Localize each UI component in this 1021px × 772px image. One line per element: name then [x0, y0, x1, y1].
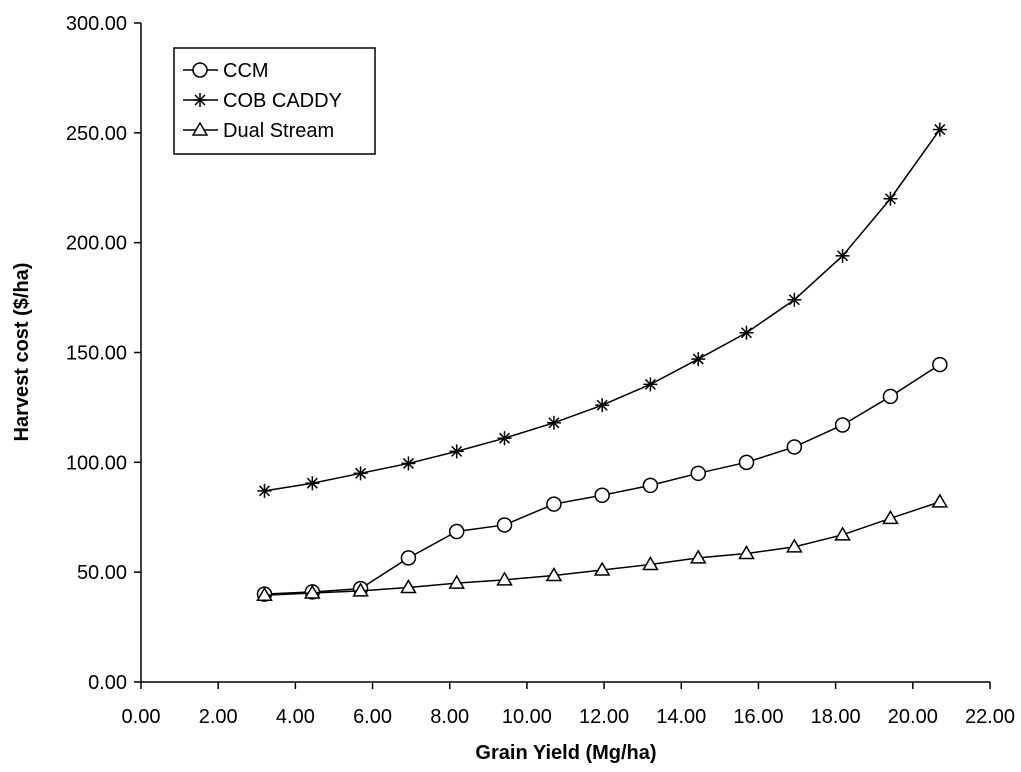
data-point: [546, 415, 561, 430]
data-point: [882, 509, 899, 525]
series-line: [264, 129, 941, 492]
x-ticks: 0.00 2.00 4.00 6.00 8.00 10.00 12.00 14.00 16.00…: [122, 682, 1015, 728]
x-tick-label: 12.00: [579, 706, 629, 728]
data-point: [304, 584, 321, 599]
data-point: [497, 431, 512, 446]
series-line: [264, 501, 941, 596]
series-layer: [256, 122, 949, 602]
x-tick-label: 18.00: [811, 706, 861, 728]
data-point: [400, 550, 417, 566]
data-point: [738, 545, 755, 560]
legend-marker: [191, 121, 209, 136]
data-point: [305, 476, 320, 491]
data-point: [882, 388, 899, 405]
legend-label: COB CADDY: [223, 90, 342, 112]
data-point: [787, 292, 802, 307]
legend: CCM COB CADDY Dual Stream: [173, 47, 376, 155]
series-1: [257, 122, 947, 498]
y-tick-label: 300.00: [66, 13, 127, 35]
legend-label: CCM: [223, 60, 269, 82]
x-tick-label: 2.00: [199, 706, 238, 728]
y-tick-label: 50.00: [77, 562, 127, 584]
x-tick-label: 0.00: [122, 706, 161, 728]
data-point: [546, 496, 562, 512]
y-axis-title: Harvest cost ($/ha): [11, 263, 33, 442]
legend-box: [173, 47, 376, 155]
data-point: [545, 566, 563, 582]
x-tick-label: 6.00: [353, 706, 392, 728]
x-tick-label: 22.00: [965, 706, 1015, 728]
data-point: [786, 538, 803, 553]
data-point: [643, 377, 658, 392]
data-point: [931, 493, 949, 508]
data-point: [496, 571, 513, 586]
data-point: [352, 582, 369, 597]
data-point: [353, 466, 368, 481]
legend-label: Dual Stream: [223, 120, 334, 142]
data-point: [595, 398, 610, 413]
x-tick-label: 16.00: [733, 706, 783, 728]
data-point: [400, 579, 417, 594]
data-point: [835, 248, 850, 263]
series-0: [256, 356, 948, 602]
data-point: [932, 356, 948, 373]
data-point: [642, 555, 659, 571]
data-point: [256, 586, 273, 601]
y-tick-label: 150.00: [66, 343, 127, 365]
data-point: [690, 465, 707, 482]
data-point: [448, 574, 465, 589]
data-point: [594, 487, 610, 504]
data-point: [883, 191, 898, 206]
y-tick-label: 250.00: [66, 123, 127, 145]
data-point: [257, 483, 272, 498]
x-axis-title: Grain Yield (Mg/ha): [475, 742, 656, 764]
data-point: [738, 454, 755, 471]
data-point: [448, 523, 465, 540]
data-point: [593, 561, 611, 576]
x-tick-label: 20.00: [888, 706, 938, 728]
data-point: [689, 549, 707, 564]
x-tick-label: 14.00: [656, 706, 706, 728]
data-point: [834, 526, 851, 541]
legend-marker: [192, 62, 208, 78]
data-point: [834, 417, 851, 433]
data-point: [642, 477, 659, 494]
data-point: [401, 456, 416, 471]
data-point: [496, 517, 513, 533]
y-tick-label: 200.00: [66, 233, 127, 255]
x-tick-label: 8.00: [430, 706, 469, 728]
series-2: [256, 493, 949, 601]
x-tick-label: 10.00: [502, 706, 552, 728]
y-tick-label: 100.00: [66, 452, 127, 474]
data-point: [739, 325, 754, 340]
y-tick-label: 0.00: [88, 672, 127, 694]
x-tick-label: 4.00: [276, 706, 315, 728]
legend-marker: [193, 93, 207, 107]
data-point: [691, 352, 706, 367]
y-ticks: 0.00 50.00 100.00 150.00 200.00 250.00 300.00: [66, 13, 141, 694]
data-point: [786, 439, 803, 455]
data-point: [449, 444, 464, 459]
data-point: [932, 122, 947, 137]
